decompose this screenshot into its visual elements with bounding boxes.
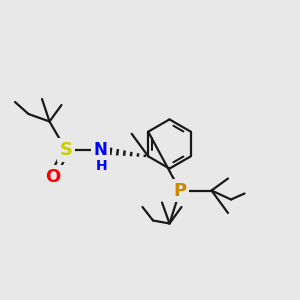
Text: P: P [173,182,187,200]
Text: O: O [45,168,60,186]
Text: N: N [94,141,107,159]
Text: S: S [59,141,73,159]
Text: H: H [96,160,108,173]
